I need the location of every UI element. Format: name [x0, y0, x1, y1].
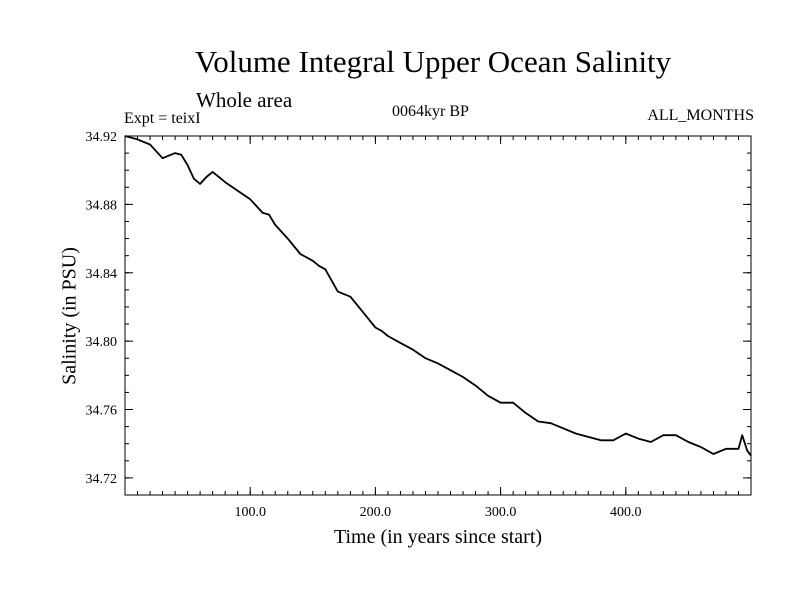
x-axis-label: Time (in years since start)	[333, 526, 543, 548]
y-tick-label: 34.76	[86, 404, 118, 419]
plot-frame	[124, 135, 752, 496]
y-tick-label: 34.80	[86, 335, 118, 350]
y-tick-label: 34.88	[86, 198, 118, 213]
y-tick-label: 34.92	[86, 130, 118, 145]
axis-ticks: 100.0 200.0 300.0 400.0 34.72 34.76 34.80 34.84…	[86, 130, 751, 520]
salinity-series-line	[124, 135, 752, 457]
x-tick-label: 200.0	[360, 505, 392, 520]
series-group	[124, 135, 752, 457]
x-tick-label: 300.0	[485, 505, 517, 520]
x-tick-label: 100.0	[234, 505, 266, 520]
x-tick-label: 400.0	[610, 505, 642, 520]
y-tick-label: 34.84	[86, 267, 118, 282]
period-label: 0064kyr BP	[392, 103, 469, 120]
chart-subtitle: Whole area	[196, 88, 293, 112]
months-label: ALL_MONTHS	[647, 107, 754, 124]
chart-title: Volume Integral Upper Ocean Salinity	[194, 44, 672, 79]
y-tick-label: 34.72	[86, 472, 118, 487]
experiment-label: Expt = teixI	[124, 110, 201, 127]
